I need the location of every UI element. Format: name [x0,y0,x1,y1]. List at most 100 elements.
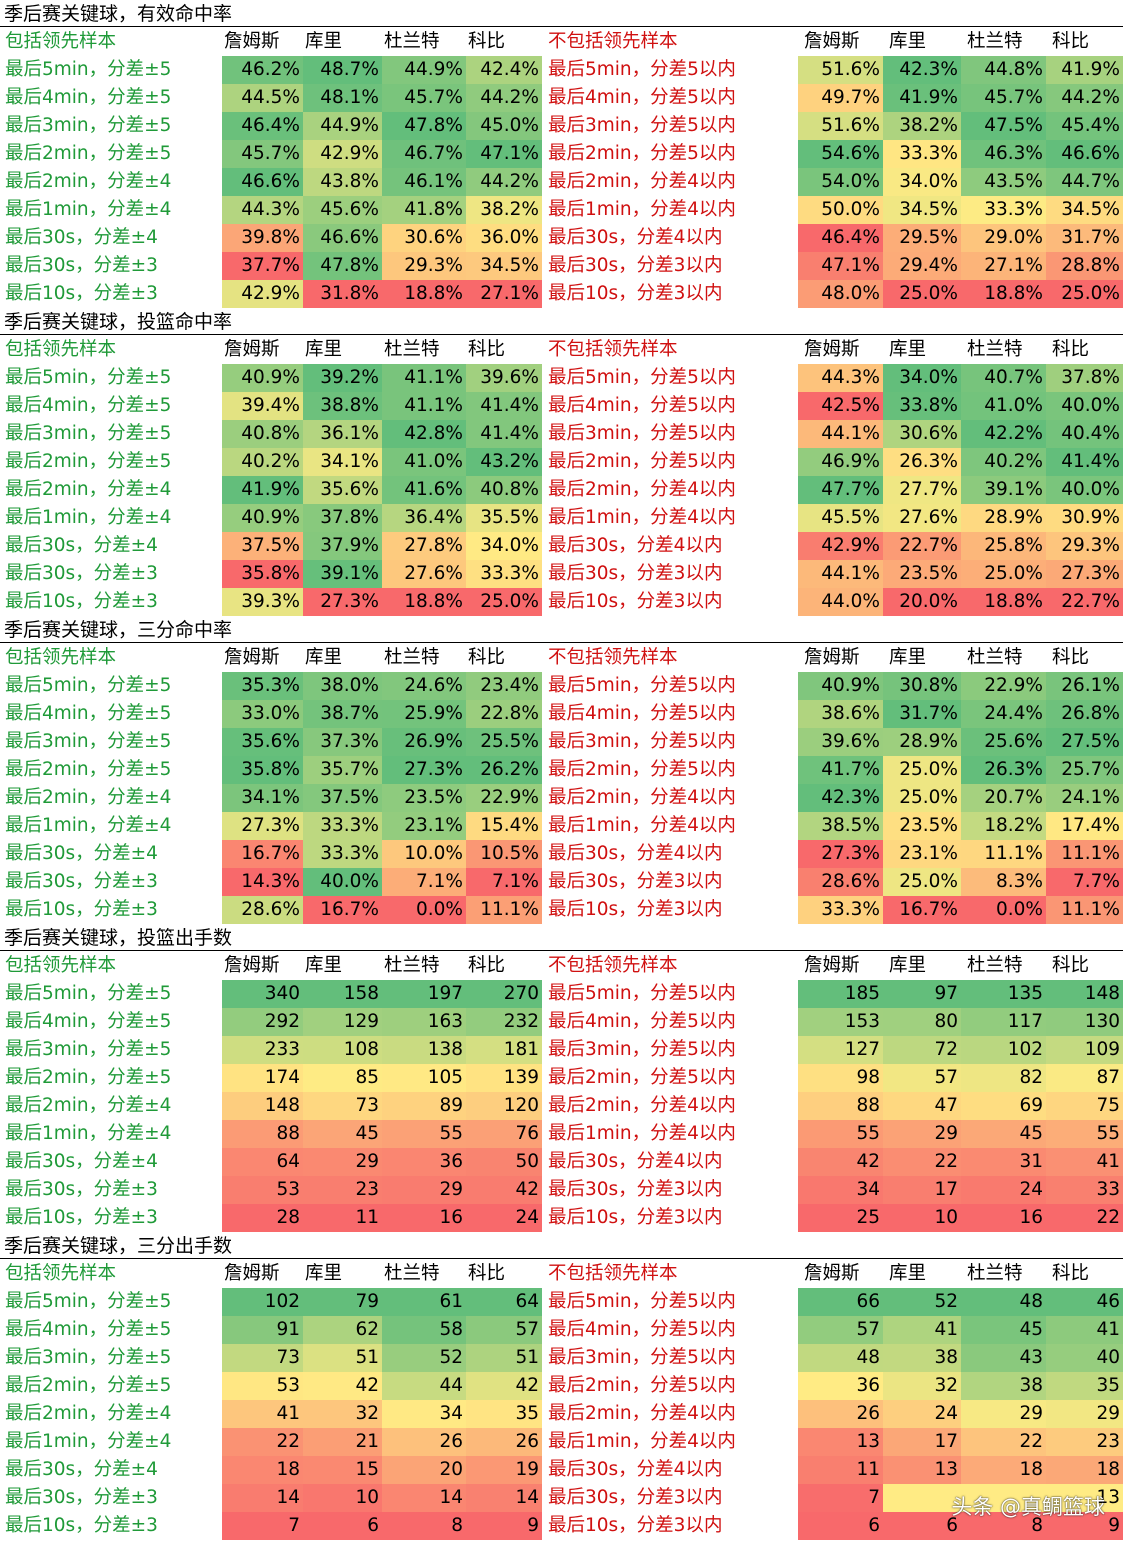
value-cell: 7.1% [466,868,542,896]
value-cell: 30.9% [1046,504,1123,532]
value-cell: 25.5% [466,728,542,756]
value-cell: 44.0% [798,588,883,616]
table-row: 最后3min，分差±5 73 51 52 51 最后3min，分差5以内 48 38 43 40 [0,1344,1123,1372]
value-cell: 43.2% [466,448,542,476]
value-cell: 6 [883,1512,961,1540]
value-cell: 181 [466,1036,542,1064]
value-cell: 27.8% [382,532,466,560]
value-cell: 18 [961,1456,1046,1484]
value-cell: 44.9% [382,56,466,84]
value-cell: 25.8% [961,532,1046,560]
exclude-sample-label: 不包括领先样本 [548,647,678,668]
value-cell: 42.3% [798,784,883,812]
value-cell: 48.1% [303,84,382,112]
table-row: 最后30s，分差±3 35.8% 39.1% 27.6% 33.3% 最后30s，分差3以… [0,560,1123,588]
value-cell: 43.5% [961,168,1046,196]
include-sample-label: 包括领先样本 [5,339,117,360]
row-label-include: 最后2min，分差±4 [5,171,172,192]
row-label-include: 最后4min，分差±5 [5,1011,172,1032]
value-cell: 11.1% [1046,896,1123,924]
exclude-sample-label: 不包括领先样本 [548,955,678,976]
column-header: 库里 [305,955,343,976]
row-label-exclude: 最后10s，分差3以内 [548,1515,723,1536]
value-cell: 43 [961,1344,1046,1372]
value-cell: 45 [961,1120,1046,1148]
value-cell: 129 [303,1008,382,1036]
value-cell: 0.0% [382,896,466,924]
value-cell: 27.5% [1046,728,1123,756]
row-label-include: 最后2min，分差±5 [5,759,172,780]
row-label-include: 最后4min，分差±5 [5,703,172,724]
row-label-include: 最后4min，分差±5 [5,395,172,416]
value-cell: 88 [222,1120,303,1148]
value-cell: 30.8% [883,672,961,700]
table-row: 最后4min，分差±5 91 62 58 57 最后4min，分差5以内 57 41 45 41 [0,1316,1123,1344]
value-cell: 197 [382,980,466,1008]
value-cell: 34 [798,1176,883,1204]
value-cell: 41.8% [382,196,466,224]
value-cell: 7.1% [382,868,466,896]
table-section: 季后赛关键球，有效命中率 包括领先样本 詹姆斯 库里 杜兰特 科比 不包括领先样本 詹姆斯 库里… [0,0,1123,308]
value-cell: 148 [222,1092,303,1120]
value-cell: 44.1% [798,420,883,448]
section-title: 季后赛关键球，有效命中率 [4,3,233,25]
value-cell: 139 [466,1064,542,1092]
value-cell: 80 [883,1008,961,1036]
value-cell: 17 [883,1428,961,1456]
row-label-include: 最后1min，分差±4 [5,507,172,528]
value-cell: 64 [222,1148,303,1176]
value-cell: 27.1% [466,280,542,308]
value-cell: 34.0% [883,168,961,196]
section-title: 季后赛关键球，投篮出手数 [4,927,233,949]
value-cell: 42.4% [466,56,542,84]
value-cell: 174 [222,1064,303,1092]
header-row: 包括领先样本 詹姆斯 库里 杜兰特 科比 不包括领先样本 詹姆斯 库里 杜兰特 科比 [0,952,1123,980]
value-cell: 28 [222,1204,303,1232]
value-cell: 102 [222,1288,303,1316]
value-cell: 41 [883,1316,961,1344]
value-cell: 29.3% [1046,532,1123,560]
table-row: 最后2min，分差±5 45.7% 42.9% 46.7% 47.1% 最后2min，分差… [0,140,1123,168]
value-cell [1046,1484,1123,1512]
section-title-row: 季后赛关键球，投篮出手数 [0,924,1123,952]
value-cell: 44.1% [798,560,883,588]
column-header: 库里 [889,1263,927,1284]
value-cell: 47.8% [382,112,466,140]
table-row: 最后1min，分差±4 44.3% 45.6% 41.8% 38.2% 最后1min，分差… [0,196,1123,224]
value-cell: 40.9% [798,672,883,700]
row-label-exclude: 最后1min，分差4以内 [548,1123,736,1144]
value-cell: 41.9% [222,476,303,504]
value-cell: 27.1% [961,252,1046,280]
value-cell: 22 [883,1148,961,1176]
column-header: 詹姆斯 [224,339,280,360]
value-cell: 6 [798,1512,883,1540]
value-cell: 35.8% [222,560,303,588]
value-cell: 47.7% [798,476,883,504]
column-header: 詹姆斯 [804,955,860,976]
row-label-exclude: 最后2min，分差5以内 [548,451,736,472]
table-section: 季后赛关键球，投篮出手数 包括领先样本 詹姆斯 库里 杜兰特 科比 不包括领先样本 詹姆斯 库里… [0,924,1123,1232]
value-cell: 58 [382,1316,466,1344]
value-cell: 75 [1046,1092,1123,1120]
value-cell: 79 [303,1288,382,1316]
row-label-include: 最后30s，分差±3 [5,255,158,276]
value-cell: 15.4% [466,812,542,840]
header-row: 包括领先样本 詹姆斯 库里 杜兰特 科比 不包括领先样本 詹姆斯 库里 杜兰特 科比 [0,1260,1123,1288]
table-row: 最后5min，分差±5 35.3% 38.0% 24.6% 23.4% 最后5min，分差… [0,672,1123,700]
value-cell: 13 [798,1428,883,1456]
value-cell: 11 [303,1204,382,1232]
value-cell: 45.0% [466,112,542,140]
value-cell: 108 [303,1036,382,1064]
value-cell: 51.6% [798,112,883,140]
value-cell: 40.2% [222,448,303,476]
value-cell: 127 [798,1036,883,1064]
value-cell: 41 [222,1400,303,1428]
value-cell: 72 [883,1036,961,1064]
value-cell: 42 [798,1148,883,1176]
table-row: 最后30s，分差±3 14.3% 40.0% 7.1% 7.1% 最后30s，分差3以内 2… [0,868,1123,896]
table-row: 最后5min，分差±5 102 79 61 64 最后5min，分差5以内 66 52 48 46 [0,1288,1123,1316]
value-cell: 22.7% [883,532,961,560]
value-cell: 37.3% [303,728,382,756]
title-underline [0,334,1123,335]
value-cell: 38 [883,1344,961,1372]
